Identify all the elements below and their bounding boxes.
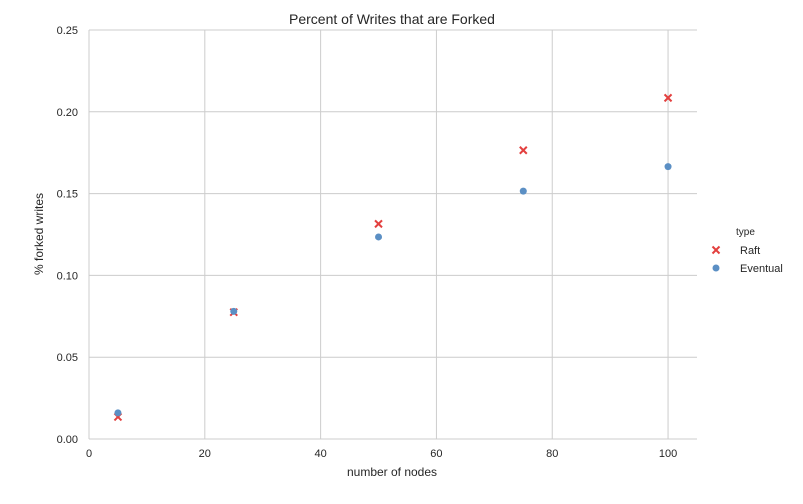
data-point-eventual xyxy=(664,163,672,171)
data-point-eventual xyxy=(375,233,383,241)
x-tick-label: 100 xyxy=(659,448,677,460)
y-tick-label: 0.25 xyxy=(57,25,78,37)
legend-marker-eventual xyxy=(712,264,720,272)
x-tick-label: 60 xyxy=(430,448,442,460)
data-point-raft xyxy=(663,93,673,103)
x-tick-label: 40 xyxy=(314,448,326,460)
axis-spines xyxy=(88,30,697,440)
gridlines xyxy=(89,29,697,439)
y-tick-label: 0.05 xyxy=(57,352,78,364)
legend: type Raft Eventual xyxy=(711,227,783,275)
y-tick-label: 0.10 xyxy=(57,270,78,282)
chart-title: Percent of Writes that are Forked xyxy=(289,11,495,27)
data-point-eventual xyxy=(114,409,122,417)
y-tick-label: 0.15 xyxy=(57,189,78,201)
x-tick-label: 80 xyxy=(546,448,558,460)
y-axis-label: % forked writes xyxy=(32,193,46,275)
data-point-eventual xyxy=(230,307,238,315)
legend-label-raft: Raft xyxy=(740,245,760,257)
x-tick-label: 0 xyxy=(86,448,92,460)
data-point-raft xyxy=(374,219,383,229)
legend-title: type xyxy=(736,227,755,238)
legend-marker-raft xyxy=(711,245,721,255)
x-tick-label: 20 xyxy=(199,448,211,460)
tick-labels: 0 20 40 60 80 100 0.00 0.05 0.10 0.15 0.20 0.25 xyxy=(57,25,678,460)
data-point-raft xyxy=(519,146,528,155)
x-axis-label: number of nodes xyxy=(347,465,437,479)
y-tick-label: 0.20 xyxy=(57,107,78,119)
y-tick-label: 0.00 xyxy=(57,434,78,446)
data-point-eventual xyxy=(519,187,527,195)
legend-label-eventual: Eventual xyxy=(740,263,783,275)
data-points xyxy=(113,93,673,422)
